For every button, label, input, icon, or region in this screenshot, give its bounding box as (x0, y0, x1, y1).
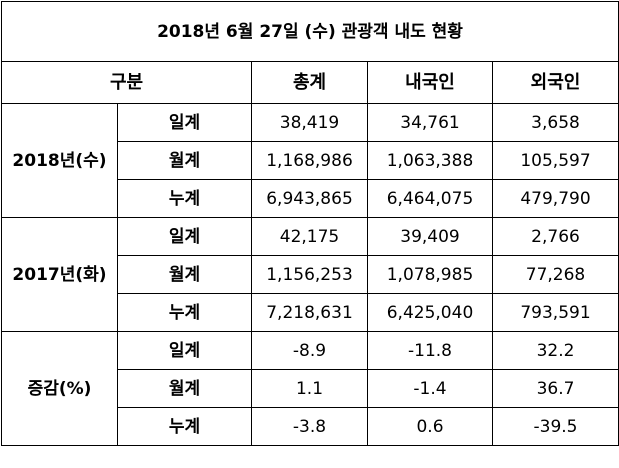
cell-domestic: 6,464,075 (367, 179, 493, 218)
cell-total: 1.1 (251, 369, 368, 408)
cell-total: 1,168,986 (251, 141, 368, 180)
cell-domestic: 1,063,388 (367, 141, 493, 180)
cell-domestic: -1.4 (367, 369, 493, 408)
table-body: 2018년 6월 27일 (수) 관광객 내도 현황 구분 총계 내국인 외국인… (0, 1, 619, 446)
cell-foreign: 793,591 (491, 293, 619, 332)
cell-foreign: 2,766 (491, 217, 619, 256)
metric-label: 월계 (117, 369, 252, 408)
table-row: 누계 7,218,631 6,425,040 793,591 (2, 293, 619, 332)
cell-foreign: 3,658 (491, 103, 619, 142)
metric-label: 월계 (117, 141, 252, 180)
metric-label: 누계 (117, 293, 252, 332)
cell-foreign: 32.2 (491, 331, 619, 370)
cell-total: -3.8 (251, 407, 368, 446)
header-domestic: 내국인 (367, 61, 493, 104)
group-label: 증감(%) (1, 331, 118, 446)
table-title: 2018년 6월 27일 (수) 관광객 내도 현황 (0, 1, 619, 62)
group-label: 2017년(화) (1, 217, 118, 332)
cell-total: -8.9 (251, 331, 368, 370)
cell-domestic: 1,078,985 (367, 255, 493, 294)
metric-label: 월계 (117, 255, 252, 294)
tourist-arrivals-table: 2018년 6월 27일 (수) 관광객 내도 현황 구분 총계 내국인 외국인… (0, 1, 619, 446)
cell-total: 42,175 (251, 217, 368, 256)
cell-total: 1,156,253 (251, 255, 368, 294)
cell-foreign: 105,597 (491, 141, 619, 180)
header-category: 구분 (1, 61, 252, 104)
group-label: 2018년(수) (1, 103, 118, 218)
cell-domestic: 6,425,040 (367, 293, 493, 332)
title-row: 2018년 6월 27일 (수) 관광객 내도 현황 (0, 1, 619, 62)
table-row: 2017년(화) 일계 42,175 39,409 2,766 (1, 217, 619, 332)
table-row: 월계 1.1 -1.4 36.7 (2, 369, 619, 408)
cell-total: 6,943,865 (251, 179, 368, 218)
table-row: 누계 -3.8 0.6 -39.5 (2, 407, 619, 446)
cell-domestic: 0.6 (367, 407, 493, 446)
metric-label: 일계 (117, 103, 252, 142)
cell-domestic: -11.8 (367, 331, 493, 370)
cell-foreign: 36.7 (491, 369, 619, 408)
metric-label: 일계 (117, 331, 252, 370)
table-row: 월계 1,156,253 1,078,985 77,268 (2, 255, 619, 294)
cell-foreign: 77,268 (491, 255, 619, 294)
cell-foreign: -39.5 (491, 407, 619, 446)
header-row: 구분 총계 내국인 외국인 (1, 61, 619, 104)
metric-label: 누계 (117, 407, 252, 446)
table-row: 월계 1,168,986 1,063,388 105,597 (2, 141, 619, 180)
table-row: 증감(%) 일계 -8.9 -11.8 32.2 (1, 331, 619, 446)
header-total: 총계 (251, 61, 368, 104)
cell-total: 38,419 (251, 103, 368, 142)
cell-foreign: 479,790 (491, 179, 619, 218)
metric-label: 일계 (117, 217, 252, 256)
table-row: 2018년(수) 일계 38,419 34,761 3,658 (1, 103, 619, 218)
cell-domestic: 34,761 (367, 103, 493, 142)
cell-domestic: 39,409 (367, 217, 493, 256)
metric-label: 누계 (117, 179, 252, 218)
cell-total: 7,218,631 (251, 293, 368, 332)
header-foreign: 외국인 (491, 61, 619, 104)
table-row: 누계 6,943,865 6,464,075 479,790 (2, 179, 619, 218)
